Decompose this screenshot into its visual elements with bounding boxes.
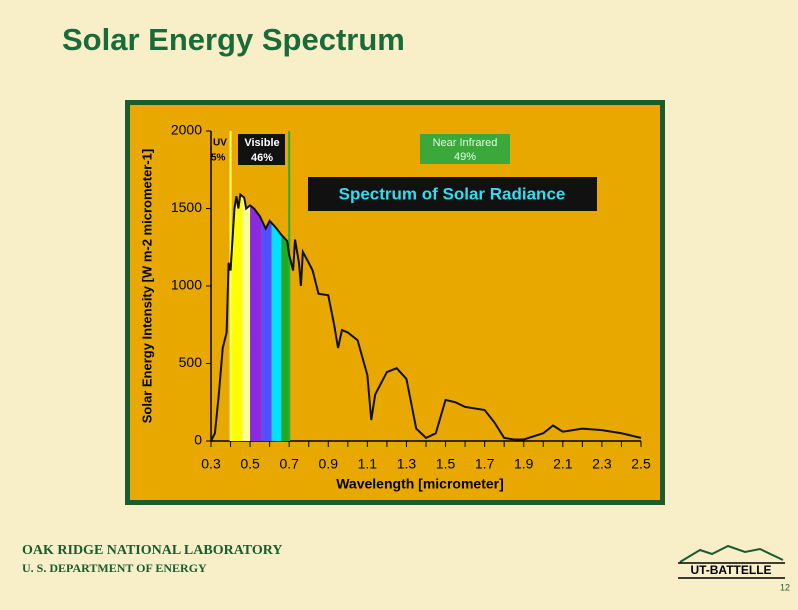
x-tick-label: 1.7 (475, 456, 495, 472)
x-tick-label: 2.3 (592, 456, 612, 472)
x-tick-label: 1.3 (397, 456, 417, 472)
region-box (238, 134, 285, 165)
x-tick-label: 0.7 (279, 456, 299, 472)
y-tick-label: 500 (179, 354, 203, 370)
spectrum-band (250, 194, 262, 441)
spectrum-band (230, 194, 243, 441)
x-tick-label: 1.9 (514, 456, 534, 472)
spectrum-band (261, 194, 272, 441)
spectrum-line (210, 192, 642, 442)
annotation: Spectrum of Solar Radiance (339, 184, 566, 203)
x-tick-label: 0.5 (240, 456, 260, 472)
x-tick-label: 1.1 (358, 456, 378, 472)
x-tick-label: 2.5 (631, 456, 651, 472)
region-share: 46% (251, 152, 273, 164)
plot: 0 500 1000 1500 2000 0.3 0.5 0.7 0.9 1.1 1.3 1.5 1.7… (171, 122, 651, 472)
logo-text: UT-BATTELLE (690, 563, 771, 577)
slide-title: Solar Energy Spectrum (62, 22, 405, 57)
y-axis-label: Solar Energy Intensity [W m-2 micrometer… (139, 149, 154, 424)
spectrum-band (242, 194, 251, 441)
region-name: UV (213, 138, 227, 149)
spectrum-band (281, 194, 290, 441)
region-name: Visible (244, 137, 279, 149)
region-box (420, 134, 510, 164)
y-tick-label: 1000 (171, 277, 202, 293)
footer-lab: OAK RIDGE NATIONAL LABORATORY (22, 543, 283, 558)
region-share: 5% (211, 153, 226, 164)
y-tick-label: 0 (194, 432, 202, 448)
annotation-box (308, 177, 597, 211)
x-tick-label: 0.9 (319, 456, 339, 472)
x-tick-label: 2.1 (553, 456, 573, 472)
x-axis-label: Wavelength [micrometer] (336, 476, 504, 492)
x-tick-label: 0.3 (201, 456, 221, 472)
y-tick-label: 1500 (171, 199, 202, 215)
spectrum-band (271, 194, 282, 441)
spectrum-bands (230, 194, 290, 441)
page-number: 12 (780, 582, 790, 592)
logo-mountains (679, 544, 784, 563)
footer-department: U. S. DEPARTMENT OF ENERGY (22, 561, 207, 575)
y-tick-label: 2000 (171, 122, 202, 138)
region-name: Near Infrared (433, 137, 498, 149)
chart-background (130, 105, 660, 500)
x-tick-label: 1.5 (436, 456, 456, 472)
region-share: 49% (454, 151, 476, 163)
